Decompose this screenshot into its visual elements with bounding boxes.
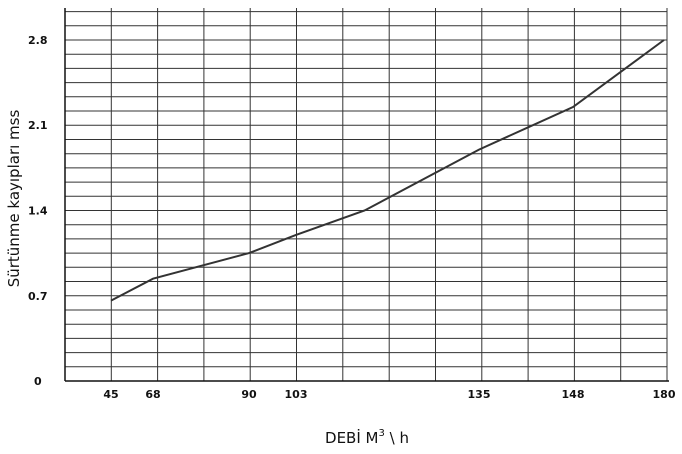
series-line (110, 39, 665, 302)
grid (65, 8, 668, 381)
series-layer (110, 39, 665, 302)
x-tick-label: 90 (241, 388, 257, 401)
x-axis-title-sup: 3 (378, 428, 384, 439)
x-tick-label: 68 (145, 388, 160, 401)
x-tick-label: 180 (653, 388, 676, 401)
y-tick-label: 2.8 (28, 34, 48, 47)
y-axis-title: Sürtünme kayıpları mss (5, 110, 23, 288)
x-tick-label: 148 (562, 388, 585, 401)
y-tick-label: 2.1 (28, 119, 48, 132)
x-tick-label: 135 (468, 388, 491, 401)
x-axis-title: DEBİ M3 \ h (325, 428, 409, 447)
y-tick-label: 1.4 (28, 205, 48, 218)
x-axis-title-main: DEBİ M (325, 428, 378, 447)
x-tick-label: 103 (285, 388, 308, 401)
y-tick-label: 0 (34, 375, 42, 388)
x-axis-title-unit: \ h (385, 429, 409, 447)
y-tick-label: 0.7 (28, 290, 48, 303)
axes (64, 8, 669, 382)
tick-labels: 45 68 90 103 135 148 180 0 0.7 1.4 2.1 2.8 (28, 34, 676, 401)
x-tick-label: 45 (103, 388, 118, 401)
